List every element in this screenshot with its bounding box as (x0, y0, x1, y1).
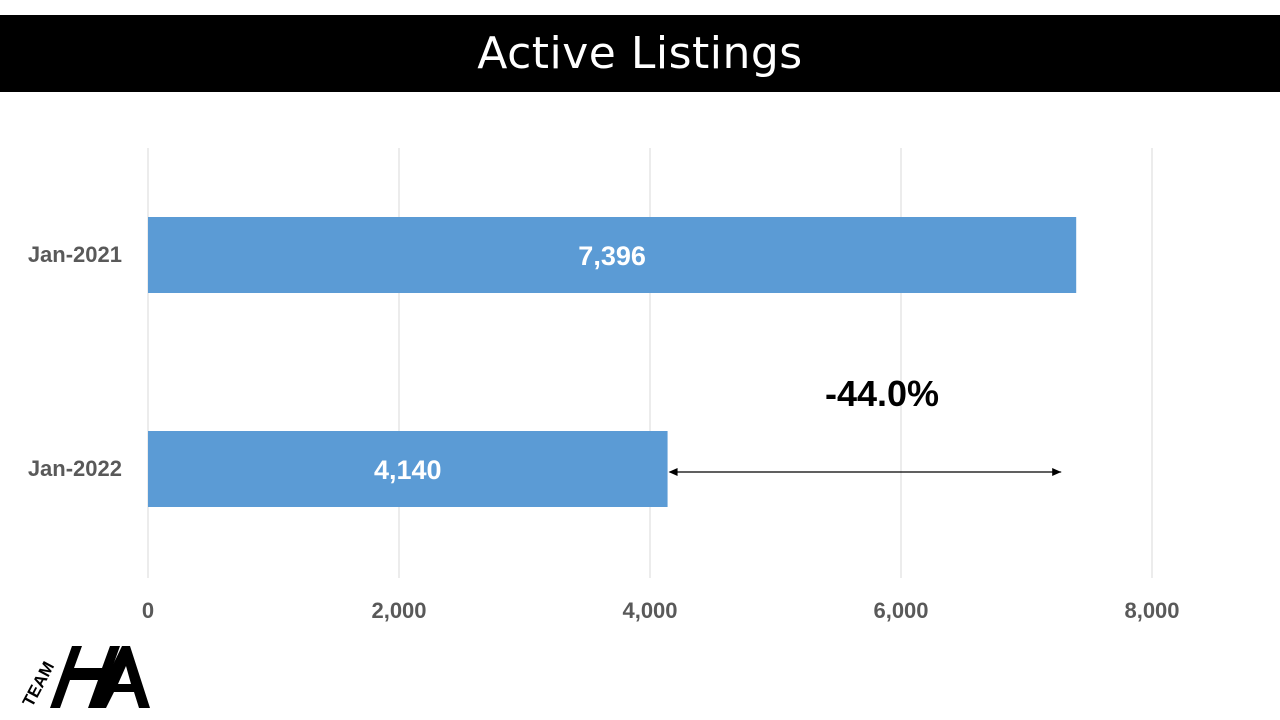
bar (148, 431, 668, 507)
bar-value-label: 7,396 (578, 241, 646, 271)
bar-value-label: 4,140 (374, 455, 442, 485)
gridlines (147, 148, 1153, 578)
x-tick-label: 4,000 (622, 598, 677, 623)
x-tick-label: 2,000 (371, 598, 426, 623)
bars (148, 217, 1077, 507)
title-bar: Active Listings (0, 15, 1280, 92)
x-tick-label: 6,000 (873, 598, 928, 623)
bar (148, 217, 1077, 293)
team-ha-logo: TEAM (19, 646, 150, 710)
chart-title: Active Listings (477, 28, 803, 79)
labels: 0 2,000 4,000 6,000 8,000 7,396 Jan-2021 4,140 J… (28, 241, 1180, 623)
category-label: Jan-2021 (28, 242, 122, 267)
x-tick-label: 8,000 (1124, 598, 1179, 623)
change-annotation: -44.0% (668, 373, 1062, 476)
x-tick-label: 0 (142, 598, 154, 623)
change-percent-label: -44.0% (825, 373, 939, 414)
category-label: Jan-2022 (28, 456, 122, 481)
